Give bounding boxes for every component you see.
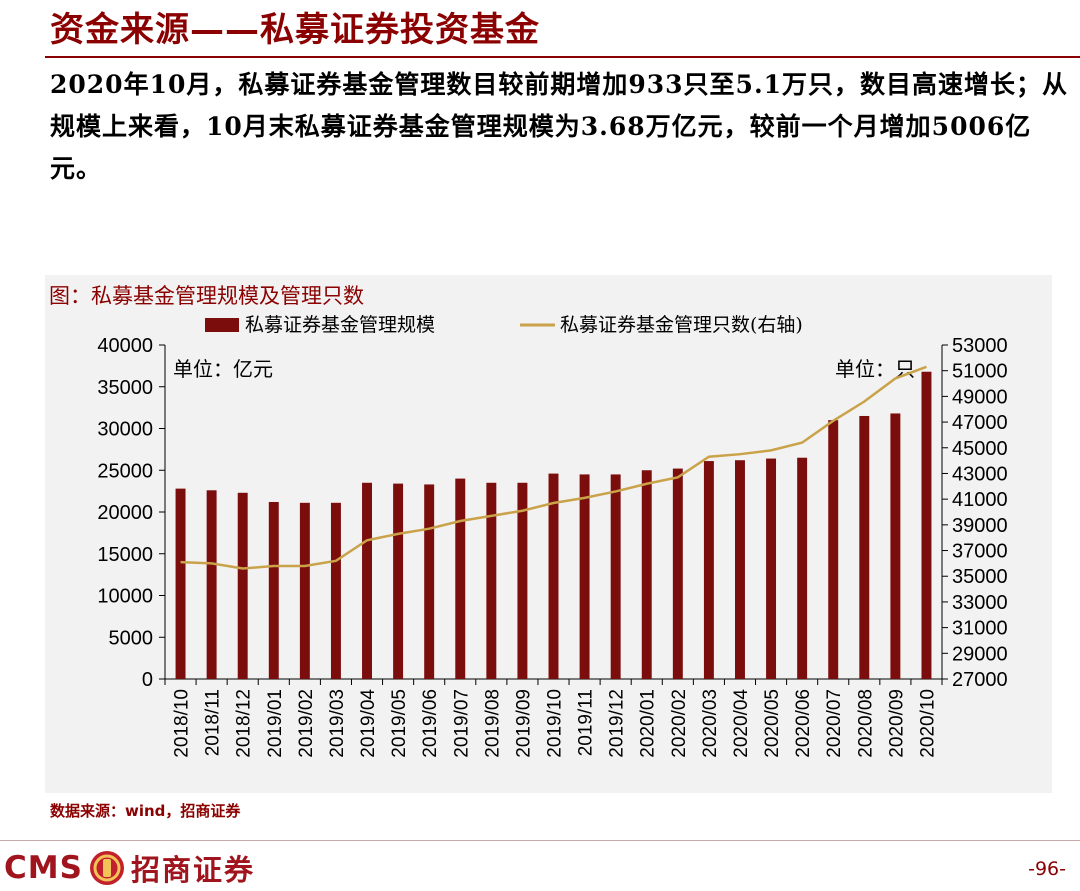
bar [268, 501, 279, 679]
bar [766, 458, 777, 679]
tick-label-left: 25000 [97, 460, 153, 482]
x-tick-label: 2019/10 [545, 689, 566, 758]
tick-label-left: 10000 [97, 586, 153, 608]
x-tick-label: 2020/04 [731, 689, 752, 758]
tick-label-right: 45000 [952, 438, 1008, 460]
x-tick-label: 2019/04 [358, 689, 379, 758]
tick-label-left: 5000 [109, 627, 154, 649]
page-title: 资金来源——私募证券投资基金 [50, 10, 540, 50]
x-tick-label: 2020/01 [638, 689, 659, 758]
legend-label-line: 私募证券基金管理只数(右轴) [560, 314, 803, 336]
x-tick-label: 2019/02 [296, 689, 317, 758]
bar [797, 457, 808, 679]
unit-right: 单位：只 [835, 357, 915, 381]
tick-label-right: 53000 [952, 335, 1008, 357]
tick-label-right: 43000 [952, 463, 1008, 485]
bar [579, 474, 590, 679]
tick-label-right: 47000 [952, 412, 1008, 434]
x-tick-label: 2020/05 [762, 689, 783, 758]
x-tick-label: 2019/11 [576, 689, 597, 756]
tick-label-left: 35000 [97, 377, 153, 399]
tick-label-left: 40000 [97, 335, 153, 357]
tick-label-right: 51000 [952, 361, 1008, 383]
x-tick-label: 2018/11 [203, 689, 224, 756]
x-tick-label: 2019/03 [327, 689, 348, 758]
legend-label-bar: 私募证券基金管理规模 [245, 314, 435, 336]
legend-swatch-bar [205, 318, 239, 332]
x-tick-label: 2020/08 [855, 689, 876, 758]
x-tick-label: 2020/09 [886, 689, 907, 758]
logo-chinese-text: 招商证券 [130, 853, 255, 887]
tick-label-right: 35000 [952, 566, 1008, 588]
tick-label-right: 33000 [952, 592, 1008, 614]
bar [517, 482, 528, 679]
summary-text: 2020年10月，私募证券基金管理数目较前期增加933只至5.1万只，数目高速增… [50, 70, 1069, 183]
chart-panel: 图：私募基金管理规模及管理只数 私募证券基金管理规模 私募证券基金管理只数(右轴… [45, 275, 1052, 793]
tick-label-right: 37000 [952, 541, 1008, 563]
unit-left: 单位：亿元 [173, 357, 273, 381]
x-tick-label: 2020/10 [917, 689, 938, 758]
bar [859, 415, 870, 679]
data-source: 数据来源：wind，招商证券 [50, 802, 241, 820]
tick-label-left: 30000 [97, 419, 153, 441]
bar [330, 502, 341, 679]
tick-label-right: 29000 [952, 643, 1008, 665]
company-logo: CMS 招商证券 [4, 848, 255, 888]
bar [237, 492, 248, 679]
x-tick-label: 2019/05 [389, 689, 410, 758]
chart-svg: 图：私募基金管理规模及管理只数 私募证券基金管理规模 私募证券基金管理只数(右轴… [49, 284, 1008, 758]
bar [362, 482, 372, 679]
bar [486, 482, 497, 679]
chart-legend: 私募证券基金管理规模 私募证券基金管理只数(右轴) [205, 314, 803, 336]
tick-label-right: 41000 [952, 489, 1008, 511]
bar [672, 468, 683, 679]
bar [175, 488, 186, 679]
title-divider [45, 56, 1080, 58]
x-tick-label: 2019/09 [513, 689, 534, 758]
x-tick-label: 2019/01 [265, 689, 286, 758]
bar [921, 371, 932, 679]
tick-label-right: 27000 [952, 669, 1008, 691]
tick-label-right: 31000 [952, 618, 1008, 640]
bar [393, 483, 404, 679]
logo-emblem-icon [89, 851, 124, 885]
tick-label-right: 39000 [952, 515, 1008, 537]
bar [735, 460, 745, 679]
bar [703, 461, 714, 679]
bar [299, 502, 310, 679]
bar [206, 490, 217, 679]
x-tick-label: 2020/03 [700, 689, 721, 758]
x-tick-label: 2019/06 [420, 689, 441, 758]
x-tick-label: 2019/12 [607, 689, 628, 758]
x-tick-label: 2020/06 [793, 689, 814, 758]
x-tick-label: 2019/07 [451, 689, 472, 758]
tick-label-left: 15000 [97, 544, 153, 566]
tick-label-left: 0 [142, 669, 153, 691]
page-number: -96- [1028, 858, 1066, 880]
logo-latin-text: CMS [4, 850, 83, 886]
bar [828, 420, 839, 679]
bar [641, 470, 652, 679]
bar [610, 474, 621, 679]
footer-divider [0, 840, 1080, 841]
x-tick-label: 2018/12 [234, 689, 255, 758]
tick-label-left: 20000 [97, 502, 153, 524]
x-tick-label: 2020/02 [669, 689, 690, 758]
x-tick-label: 2019/08 [482, 689, 503, 758]
x-tick-label: 2020/07 [824, 689, 845, 758]
bar [455, 478, 466, 679]
bar [424, 484, 435, 679]
bar [548, 473, 559, 679]
x-tick-label: 2018/10 [172, 689, 193, 758]
chart-title: 图：私募基金管理规模及管理只数 [49, 284, 364, 308]
series-line [180, 365, 927, 570]
bar [890, 413, 901, 679]
tick-label-right: 49000 [952, 386, 1008, 408]
